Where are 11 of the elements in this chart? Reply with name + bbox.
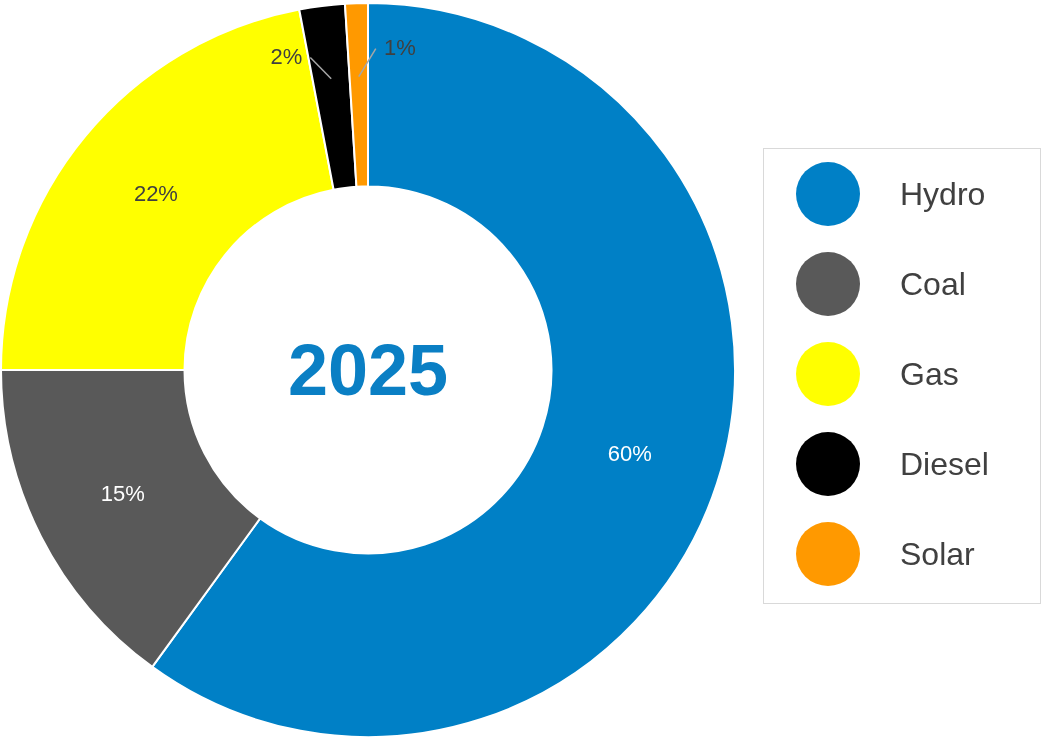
data-label: 15% <box>100 481 145 507</box>
legend-label: Gas <box>900 355 959 393</box>
legend-label: Diesel <box>900 445 989 483</box>
legend-label: Hydro <box>900 175 986 213</box>
legend-label: Solar <box>900 535 975 573</box>
data-label: 1% <box>383 34 416 60</box>
data-label: 2% <box>270 43 303 69</box>
text: 2025 <box>286 329 450 412</box>
legend-label: Coal <box>900 265 966 303</box>
data-label: 60% <box>607 441 652 467</box>
data-label: 22% <box>133 180 178 206</box>
